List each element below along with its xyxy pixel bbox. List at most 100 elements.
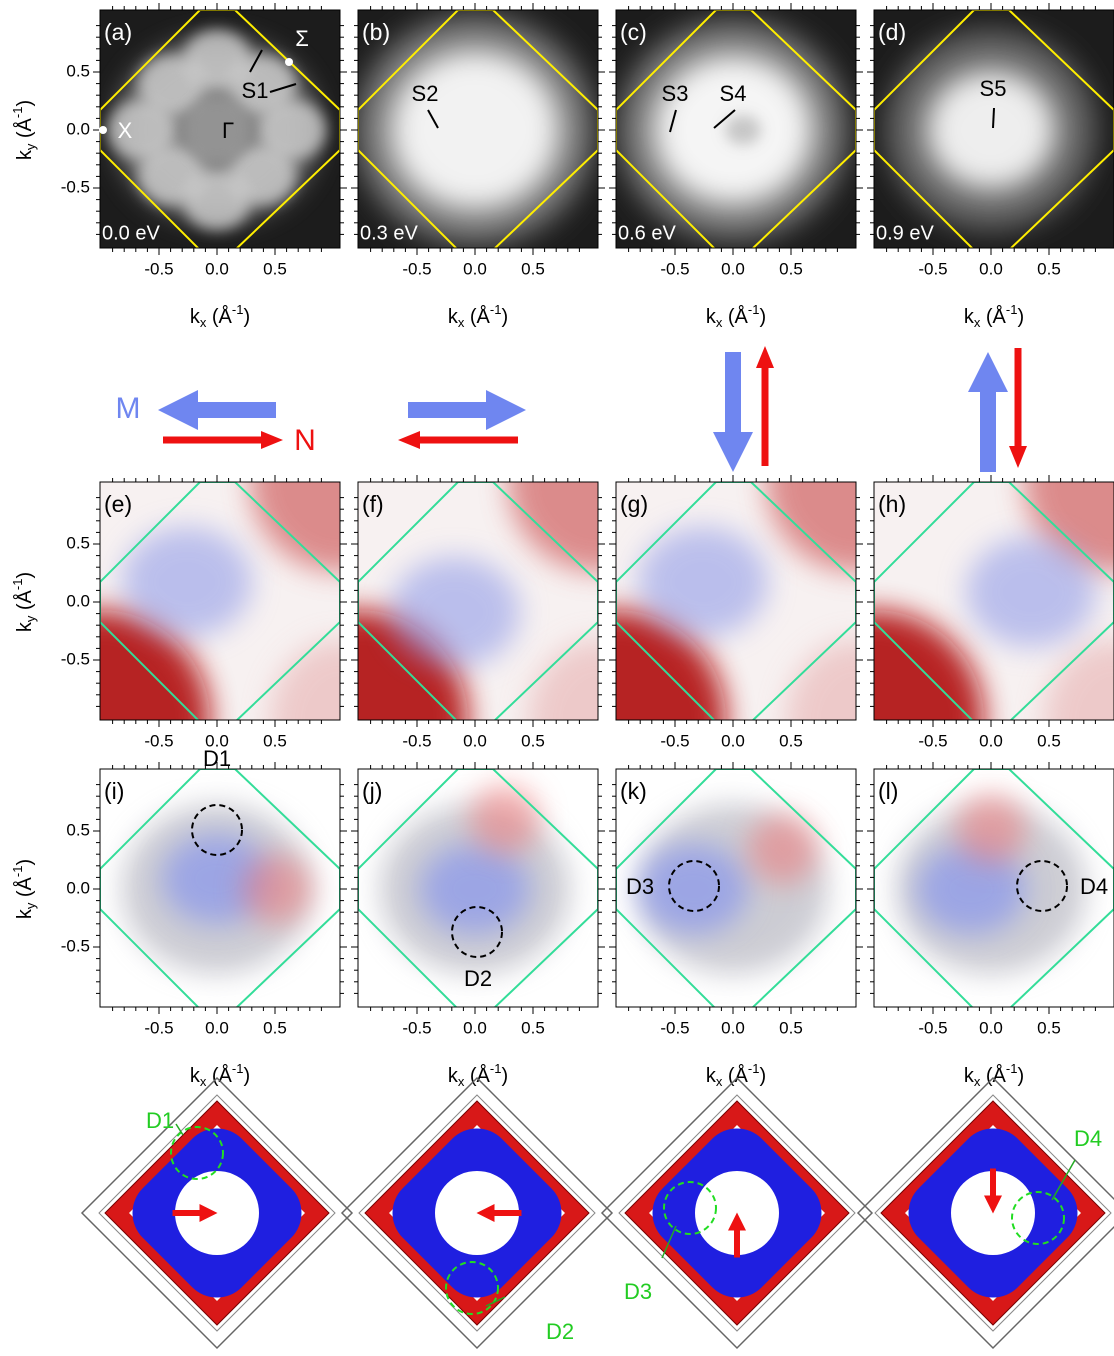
- axis-unit: (Å: [722, 1064, 748, 1087]
- x-tick-label: -0.5: [918, 259, 947, 278]
- axis-superscript: -1: [232, 302, 244, 317]
- x-tick-label: -0.5: [144, 1018, 173, 1037]
- axis-title: kx (Å-1): [706, 1061, 766, 1089]
- x-tick-label: -0.5: [660, 731, 689, 750]
- axis-superscript: -1: [10, 866, 25, 878]
- panel-map: [874, 769, 1114, 1009]
- x-tick-label: 0.0: [979, 731, 1003, 750]
- panel-label: (k): [620, 778, 647, 804]
- y-tick-label: -0.5: [61, 177, 90, 196]
- panel-label: (f): [362, 491, 384, 517]
- x-tick-label: -0.5: [402, 259, 431, 278]
- y-tick-label: 0.5: [66, 61, 90, 80]
- direction-arrow: [158, 390, 276, 430]
- axis-unit: (Å: [13, 876, 36, 902]
- intensity-blob: [966, 537, 1096, 647]
- annotation: S4: [720, 81, 747, 106]
- x-tick-label: 0.5: [1037, 259, 1061, 278]
- annotation: S2: [412, 81, 439, 106]
- domain-label: D4: [1080, 874, 1108, 899]
- x-tick-label: 0.0: [205, 1018, 229, 1037]
- figure: -0.50.00.50.50.0-0.5ky (Å-1)kx (Å-1)(a)0…: [0, 0, 1114, 1351]
- x-tick-label: 0.5: [521, 1018, 545, 1037]
- domain-label: D3: [626, 874, 654, 899]
- axis-title: kx (Å-1): [964, 1061, 1024, 1089]
- axis-unit: (Å: [206, 305, 232, 328]
- annotation: S5: [980, 76, 1007, 101]
- axis-superscript: -1: [1006, 302, 1018, 317]
- intensity-blob: [956, 794, 1026, 864]
- direction-arrow: [408, 390, 526, 430]
- intensity-blob: [748, 814, 818, 884]
- y-tick-label: 0.0: [66, 591, 90, 610]
- panel-label: (a): [104, 19, 132, 45]
- panel-label: (h): [878, 491, 906, 517]
- intensity-blob: [183, 170, 251, 230]
- x-tick-label: 0.5: [263, 731, 287, 750]
- panel-label: (g): [620, 491, 648, 517]
- intensity-blob: [638, 527, 768, 637]
- intensity-blob: [390, 50, 560, 210]
- axis-unit-end: ): [501, 1065, 508, 1087]
- axis-unit: (Å: [980, 305, 1006, 328]
- x-tick-label: -0.5: [918, 1018, 947, 1037]
- domain-label: D2: [546, 1319, 574, 1344]
- y-tick-label: 0.5: [66, 533, 90, 552]
- axis-superscript: -1: [232, 1061, 244, 1076]
- axis-superscript: -1: [1006, 1061, 1018, 1076]
- axis-title: kx (Å-1): [190, 302, 250, 330]
- direction-arrow: [756, 346, 774, 466]
- axis-unit-end: ): [14, 572, 36, 579]
- annotation: X: [118, 118, 133, 143]
- direction-arrow: [163, 431, 283, 449]
- x-tick-label: 0.0: [463, 1018, 487, 1037]
- domain-label: D4: [1074, 1126, 1102, 1151]
- axis-superscript: -1: [490, 302, 502, 317]
- point-marker: [285, 58, 293, 66]
- panel-map: [355, 10, 598, 250]
- annotation: Σ: [295, 26, 309, 51]
- y-tick-label: -0.5: [61, 936, 90, 955]
- axis-unit-end: ): [243, 1065, 250, 1087]
- annotation: S1: [242, 78, 269, 103]
- intensity-blob: [470, 784, 540, 854]
- axis-unit: (Å: [722, 305, 748, 328]
- panel-label: (l): [878, 778, 898, 804]
- intensity-blob: [258, 100, 326, 160]
- axis-unit-end: ): [759, 306, 766, 328]
- intensity-blob: [122, 527, 252, 637]
- axis-unit-end: ): [14, 100, 36, 107]
- axis-title: kx (Å-1): [964, 302, 1024, 330]
- intensity-blob: [420, 844, 530, 934]
- axis-superscript: -1: [490, 1061, 502, 1076]
- x-tick-label: 0.5: [263, 259, 287, 278]
- panel-label: (d): [878, 19, 906, 45]
- axis-superscript: -1: [10, 107, 25, 119]
- axis-unit: (Å: [980, 1064, 1006, 1087]
- x-tick-label: 0.0: [979, 259, 1003, 278]
- annotation: S3: [662, 81, 689, 106]
- x-tick-label: 0.5: [521, 259, 545, 278]
- axis-unit-end: ): [243, 306, 250, 328]
- panel-label: (c): [620, 19, 647, 45]
- direction-arrow: [398, 431, 518, 449]
- axis-unit-end: ): [14, 859, 36, 866]
- x-tick-label: 0.5: [521, 731, 545, 750]
- axis-title: kx (Å-1): [706, 302, 766, 330]
- energy-label: 0.0 eV: [102, 222, 160, 244]
- fermi-surface-model: [858, 1078, 1114, 1348]
- annotation-line: [993, 108, 994, 128]
- x-tick-label: 0.5: [1037, 1018, 1061, 1037]
- axis-title: kx (Å-1): [448, 302, 508, 330]
- direction-arrow: [713, 352, 753, 472]
- y-tick-label: -0.5: [61, 649, 90, 668]
- panel-label: (i): [104, 778, 124, 804]
- axis-unit-end: ): [759, 1065, 766, 1087]
- domain-label: D1: [203, 746, 231, 771]
- axis-unit-end: ): [1017, 306, 1024, 328]
- direction-arrow: [968, 352, 1008, 472]
- x-tick-label: 0.5: [779, 259, 803, 278]
- intensity-blob: [182, 95, 252, 165]
- axis-title: kx (Å-1): [190, 1061, 250, 1089]
- panel-label: (e): [104, 491, 132, 517]
